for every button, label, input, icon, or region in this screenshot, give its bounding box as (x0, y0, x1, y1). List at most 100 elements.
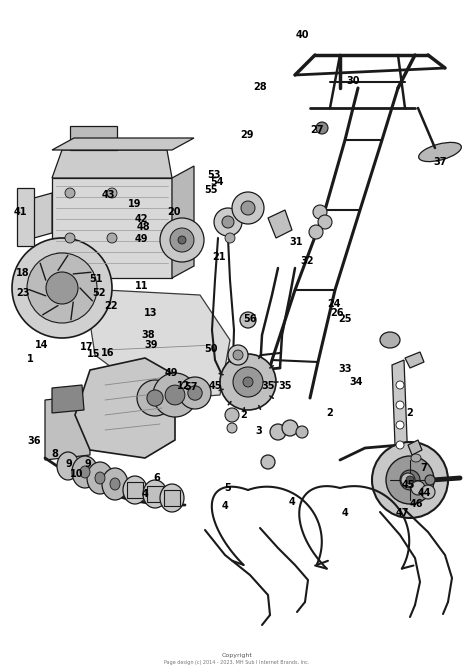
Text: 19: 19 (128, 199, 142, 208)
Ellipse shape (102, 468, 128, 500)
Text: 2: 2 (326, 408, 333, 418)
Ellipse shape (57, 452, 79, 480)
Text: 16: 16 (101, 348, 115, 357)
Text: 49: 49 (165, 368, 178, 377)
Ellipse shape (170, 228, 194, 252)
Ellipse shape (165, 385, 185, 405)
Text: 9: 9 (65, 460, 72, 469)
Text: 4: 4 (222, 502, 228, 511)
Text: 40: 40 (296, 30, 309, 39)
Text: 6: 6 (153, 474, 160, 483)
Text: 51: 51 (89, 275, 102, 284)
Text: 12: 12 (177, 381, 191, 391)
Text: 53: 53 (208, 170, 221, 180)
Ellipse shape (12, 238, 112, 338)
Ellipse shape (401, 473, 415, 487)
Ellipse shape (243, 377, 253, 387)
Text: 57: 57 (184, 383, 197, 392)
Ellipse shape (233, 350, 243, 360)
Polygon shape (52, 138, 194, 150)
Text: 10: 10 (70, 470, 83, 479)
Text: 35: 35 (261, 381, 274, 391)
Text: 5: 5 (224, 483, 231, 492)
Ellipse shape (160, 484, 184, 512)
Text: 35: 35 (279, 381, 292, 391)
Text: 49: 49 (135, 234, 148, 244)
Ellipse shape (261, 455, 275, 469)
Ellipse shape (396, 401, 404, 409)
Text: 11: 11 (135, 281, 148, 291)
Ellipse shape (421, 485, 435, 499)
Text: 31: 31 (290, 237, 303, 246)
Text: 14: 14 (35, 340, 48, 349)
Ellipse shape (95, 472, 105, 484)
Text: 48: 48 (137, 222, 150, 232)
Text: 54: 54 (210, 177, 224, 186)
Text: 44: 44 (418, 488, 431, 498)
Polygon shape (70, 126, 117, 150)
Text: 38: 38 (141, 331, 155, 340)
Polygon shape (34, 193, 52, 238)
Text: 41: 41 (13, 208, 27, 217)
Text: 21: 21 (212, 253, 226, 262)
Text: 2: 2 (241, 411, 247, 420)
Text: 13: 13 (144, 308, 157, 317)
Ellipse shape (411, 454, 421, 462)
Polygon shape (392, 360, 408, 472)
Text: 50: 50 (204, 344, 218, 353)
Ellipse shape (240, 312, 256, 328)
Polygon shape (52, 178, 172, 278)
Polygon shape (268, 210, 292, 238)
Ellipse shape (178, 236, 186, 244)
Ellipse shape (313, 205, 327, 219)
Ellipse shape (406, 476, 414, 484)
Ellipse shape (225, 233, 235, 243)
Polygon shape (408, 440, 422, 455)
Ellipse shape (233, 367, 263, 397)
Text: 39: 39 (144, 340, 157, 349)
Text: 25: 25 (338, 315, 352, 324)
Ellipse shape (316, 122, 328, 134)
Ellipse shape (411, 481, 425, 495)
Text: 3: 3 (255, 426, 262, 436)
Ellipse shape (188, 386, 202, 400)
Text: 23: 23 (16, 288, 29, 297)
Ellipse shape (241, 201, 255, 215)
Text: 29: 29 (241, 130, 254, 140)
Polygon shape (75, 358, 175, 458)
Ellipse shape (419, 142, 461, 162)
Polygon shape (17, 188, 34, 246)
Ellipse shape (72, 456, 98, 488)
Ellipse shape (270, 424, 286, 440)
Ellipse shape (396, 441, 404, 449)
Text: 4: 4 (141, 490, 148, 499)
Text: 24: 24 (328, 299, 341, 309)
Text: 20: 20 (168, 208, 181, 217)
Ellipse shape (147, 390, 163, 406)
Ellipse shape (222, 216, 234, 228)
Ellipse shape (137, 380, 173, 416)
Ellipse shape (65, 188, 75, 198)
FancyBboxPatch shape (127, 482, 143, 498)
Text: 34: 34 (350, 377, 363, 387)
Ellipse shape (80, 466, 90, 478)
Text: 27: 27 (310, 126, 323, 135)
Ellipse shape (220, 354, 276, 410)
Ellipse shape (228, 345, 248, 365)
Ellipse shape (179, 377, 211, 409)
Text: 47: 47 (395, 508, 409, 518)
Ellipse shape (160, 218, 204, 262)
Ellipse shape (153, 373, 197, 417)
Text: Page design (c) 2014 - 2023, MH Sub I Internet Brands, Inc.: Page design (c) 2014 - 2023, MH Sub I In… (164, 660, 310, 665)
Text: 42: 42 (135, 214, 148, 224)
Ellipse shape (282, 420, 298, 436)
Ellipse shape (225, 408, 239, 422)
Text: 22: 22 (105, 301, 118, 311)
Polygon shape (88, 290, 230, 400)
Ellipse shape (396, 381, 404, 389)
Text: 17: 17 (80, 343, 93, 352)
Text: 36: 36 (27, 436, 41, 446)
Text: 56: 56 (244, 315, 257, 324)
Ellipse shape (65, 233, 75, 243)
Ellipse shape (107, 188, 117, 198)
